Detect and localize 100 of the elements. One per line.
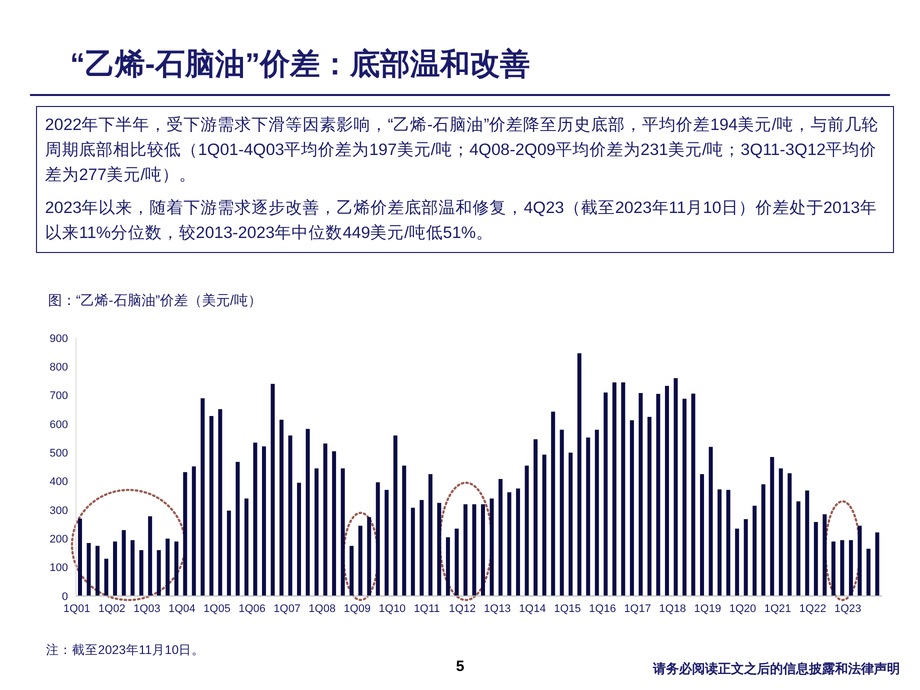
x-tick-label: 1Q03	[133, 602, 160, 615]
bar	[490, 498, 494, 596]
bar	[367, 517, 372, 596]
bar	[297, 482, 302, 596]
bar	[166, 538, 170, 596]
bar	[323, 443, 328, 596]
bar	[156, 550, 161, 596]
bar	[393, 435, 398, 596]
bar	[542, 454, 546, 596]
bar	[594, 430, 599, 596]
bar	[796, 501, 800, 596]
bar	[604, 392, 608, 596]
bar	[402, 466, 406, 596]
x-tick-label: 1Q02	[98, 602, 126, 615]
x-tick-label: 1Q04	[168, 602, 196, 615]
bar	[682, 398, 686, 596]
x-tick-label: 1Q22	[799, 602, 826, 615]
bar	[192, 466, 196, 596]
bar	[358, 526, 362, 596]
bar	[788, 473, 792, 596]
bar	[130, 540, 135, 596]
bar	[524, 466, 529, 596]
text: 请务必阅读正文之后的信息披露和法律声明	[653, 660, 900, 678]
text: 2022年下半年，受下游需求下滑等因素影响，“乙烯-石脑油”价差降至历史底部，平均价差194美元/吨，与前几轮周期底部相比较低（1Q01-4Q03平均价差为197美元/吨；4Q08-2Q09平均价差为231美元/吨；3Q11-3Q12平均价差为277美元/吨）。	[45, 115, 880, 186]
text: 注：截至2023年11月10日。	[46, 642, 205, 659]
bar	[778, 468, 783, 596]
bar	[814, 522, 818, 596]
x-tick-label: 1Q15	[554, 602, 581, 615]
bar	[306, 428, 310, 596]
x-tick-label: 1Q11	[414, 602, 440, 615]
bar	[735, 528, 740, 596]
x-tick-label: 1Q16	[589, 602, 616, 615]
bar	[200, 398, 205, 596]
bar	[113, 542, 118, 596]
bar	[638, 393, 643, 596]
bar	[420, 500, 424, 596]
bar	[586, 437, 590, 596]
bar	[428, 474, 432, 596]
bar	[664, 386, 669, 596]
bar	[209, 416, 214, 596]
bar	[481, 504, 485, 596]
bar	[718, 489, 722, 596]
bar	[551, 412, 556, 596]
x-tick-label: 1Q17	[624, 602, 651, 615]
text: 2023年以来，随着下游需求逐步改善，乙烯价差底部温和修复，4Q23（截至2023年11月10日）价差处于2013年以来11%分位数，较2013-2023年中位数449美元/吨低51%。	[45, 198, 878, 244]
bar	[340, 468, 345, 596]
bar	[446, 537, 450, 596]
bar	[437, 502, 442, 596]
text: 图：“乙烯-石脑油”价差（美元/吨）	[48, 292, 262, 310]
bar	[656, 394, 660, 596]
y-tick-label: 100	[50, 562, 68, 574]
bar	[744, 519, 748, 596]
bar	[560, 430, 564, 596]
bar	[376, 482, 380, 596]
y-tick-label: 200	[50, 534, 68, 546]
x-tick-label: 1Q23	[834, 602, 862, 615]
bar	[280, 420, 284, 596]
bar	[507, 492, 512, 596]
bar	[630, 420, 634, 596]
bar	[104, 558, 108, 596]
bar	[148, 516, 152, 596]
bar	[647, 416, 652, 596]
bar	[314, 468, 319, 596]
bar	[472, 504, 476, 596]
bar	[288, 435, 292, 596]
x-tick-label: 1Q20	[729, 602, 756, 615]
x-tick-label: 1Q01	[63, 602, 90, 615]
y-tick-label: 300	[50, 504, 68, 517]
bar	[761, 484, 766, 596]
bar	[236, 462, 240, 596]
bar	[612, 382, 616, 596]
x-tick-label: 1Q13	[484, 602, 511, 615]
x-tick-label: 1Q19	[694, 602, 722, 615]
bar	[866, 548, 870, 596]
bar	[270, 384, 275, 596]
x-tick-label: 1Q18	[659, 602, 686, 615]
bar	[516, 488, 520, 596]
bar	[858, 526, 862, 596]
x-tick-label: 1Q05	[204, 602, 230, 615]
bar	[770, 456, 774, 596]
x-tick-label: 1Q07	[274, 602, 301, 615]
x-tick-label: 1Q08	[308, 602, 336, 615]
bar	[875, 532, 880, 596]
x-tick-label: 1Q12	[448, 602, 476, 615]
bar	[463, 504, 468, 596]
bar	[139, 550, 144, 596]
bar	[805, 490, 810, 596]
bar	[122, 530, 126, 596]
bar	[332, 451, 336, 596]
bar	[577, 353, 582, 596]
y-tick-label: 500	[50, 448, 68, 460]
bar	[78, 518, 82, 596]
x-tick-label: 1Q21	[764, 602, 792, 615]
y-tick-label: 900	[50, 332, 68, 345]
bar	[498, 479, 503, 596]
x-tick-label: 1Q10	[378, 602, 406, 615]
bar	[244, 498, 248, 596]
bar	[410, 508, 415, 596]
y-tick-label: 800	[50, 362, 68, 374]
x-tick-label: 1Q09	[344, 602, 371, 615]
